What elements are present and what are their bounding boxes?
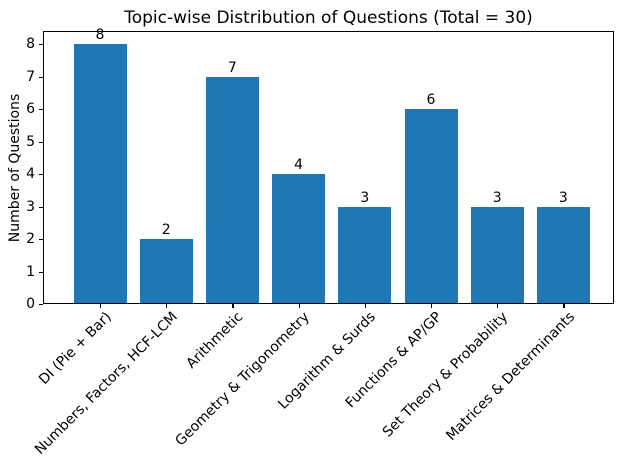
bar (338, 206, 392, 303)
y-tick-label: 6 (26, 101, 35, 117)
bar-value-label: 4 (294, 157, 304, 173)
plot-area (43, 31, 614, 304)
y-tick-label: 8 (26, 36, 35, 52)
y-tick-mark (39, 44, 43, 46)
y-tick-mark (39, 206, 43, 208)
x-tick-mark (431, 304, 433, 308)
chart-title: Topic-wise Distribution of Questions (To… (124, 8, 533, 28)
x-tick-mark (100, 304, 102, 308)
bar (73, 44, 127, 303)
bar (139, 239, 193, 303)
x-tick-mark (232, 304, 234, 308)
y-tick-mark (39, 141, 43, 143)
x-tick-mark (563, 304, 565, 308)
bar (272, 174, 326, 303)
bar-value-label: 2 (161, 222, 171, 238)
bar-value-label: 8 (95, 27, 105, 43)
bar-value-label: 3 (360, 189, 370, 206)
y-tick-label: 1 (26, 263, 35, 280)
y-tick-label: 4 (26, 166, 35, 182)
y-tick-label: 3 (26, 198, 35, 215)
x-tick-mark (364, 304, 367, 308)
y-tick-label: 7 (26, 68, 35, 85)
y-tick-label: 2 (26, 231, 35, 247)
bar-value-label: 3 (492, 189, 502, 206)
bar (404, 109, 458, 303)
y-tick-label: 0 (26, 296, 35, 312)
y-tick-mark (39, 174, 43, 176)
x-tick-mark (497, 304, 499, 308)
bar-value-label: 3 (558, 189, 568, 206)
bar-value-label: 6 (426, 92, 436, 108)
bar-value-label: 7 (227, 59, 237, 76)
y-tick-mark (39, 109, 43, 111)
y-tick-mark (39, 76, 43, 78)
y-tick-mark (39, 304, 43, 306)
y-tick-mark (39, 239, 43, 241)
bar (536, 206, 590, 303)
x-tick-mark (166, 304, 168, 308)
bar (205, 76, 259, 303)
bar (470, 206, 524, 303)
y-tick-mark (39, 271, 43, 273)
x-tick-mark (298, 304, 300, 308)
y-tick-label: 5 (26, 133, 35, 150)
